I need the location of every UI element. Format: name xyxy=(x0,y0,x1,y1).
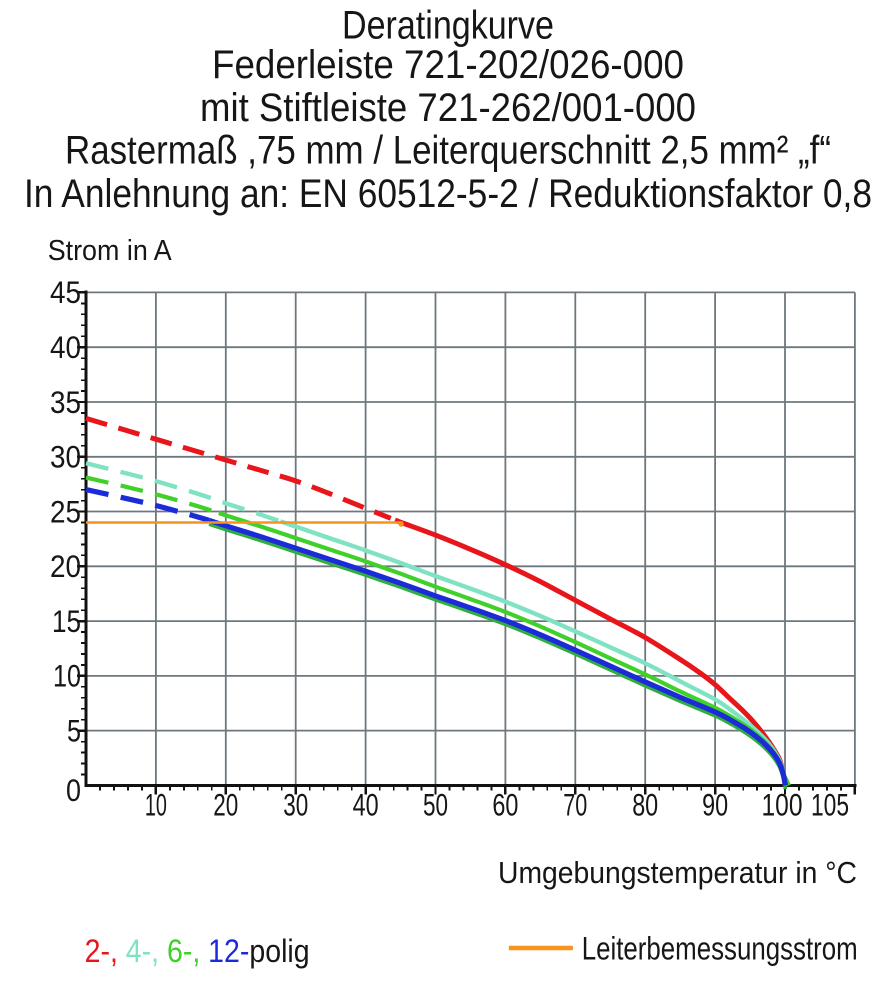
svg-text:20: 20 xyxy=(50,548,81,584)
svg-text:70: 70 xyxy=(563,786,587,822)
svg-text:45: 45 xyxy=(50,274,81,310)
svg-text:40: 40 xyxy=(353,786,379,822)
svg-text:50: 50 xyxy=(423,786,448,822)
svg-text:5: 5 xyxy=(67,712,81,748)
svg-text:Federleiste 721-202/026-000: Federleiste 721-202/026-000 xyxy=(212,43,684,87)
svg-text:10: 10 xyxy=(145,786,167,822)
svg-text:60: 60 xyxy=(492,786,518,822)
svg-text:80: 80 xyxy=(632,786,658,822)
svg-text:20: 20 xyxy=(213,786,238,822)
svg-text:In Anlehnung an: EN 60512-5-2: In Anlehnung an: EN 60512-5-2 / Reduktio… xyxy=(24,172,872,216)
svg-text:mit Stiftleiste 721-262/001-00: mit Stiftleiste 721-262/001-000 xyxy=(200,86,696,130)
svg-text:15: 15 xyxy=(52,603,81,639)
svg-text:Strom in A: Strom in A xyxy=(48,235,173,267)
svg-text:0: 0 xyxy=(66,772,81,808)
svg-text:2-, 4-, 6-, 12-polig: 2-, 4-, 6-, 12-polig xyxy=(85,933,310,969)
svg-text:30: 30 xyxy=(283,786,308,822)
svg-text:Leiterbemessungsstrom: Leiterbemessungsstrom xyxy=(582,931,858,967)
svg-text:40: 40 xyxy=(50,329,81,365)
svg-text:100: 100 xyxy=(762,786,803,822)
svg-text:10: 10 xyxy=(53,658,81,694)
svg-text:35: 35 xyxy=(50,384,81,420)
svg-text:Rastermaß ,75 mm / Leiterquers: Rastermaß ,75 mm / Leiterquerschnitt 2,5… xyxy=(65,129,831,173)
svg-text:105: 105 xyxy=(811,786,849,822)
svg-text:90: 90 xyxy=(702,786,728,822)
svg-text:Umgebungstemperatur in °C: Umgebungstemperatur in °C xyxy=(498,856,857,890)
svg-text:30: 30 xyxy=(50,439,81,475)
svg-text:Deratingkurve: Deratingkurve xyxy=(342,4,554,48)
svg-text:25: 25 xyxy=(50,493,81,529)
